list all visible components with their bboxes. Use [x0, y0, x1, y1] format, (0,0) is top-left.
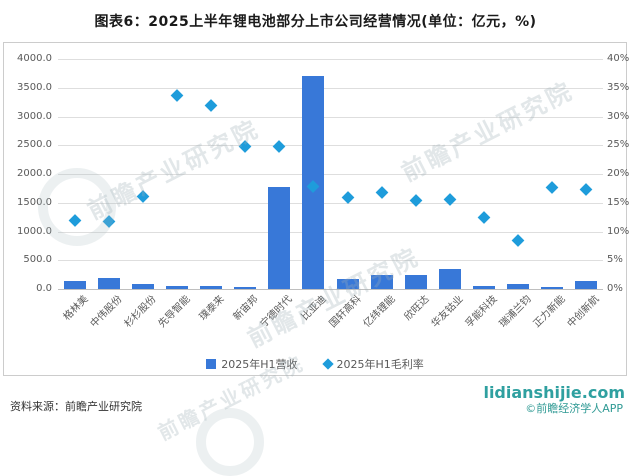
category-column: 比亚迪: [296, 59, 330, 323]
revenue-bar: [574, 281, 597, 289]
category-label: 瑞浦兰钧: [497, 293, 534, 330]
margin-point: [204, 99, 218, 112]
category-label: 杉杉股份: [122, 293, 159, 330]
revenue-bar: [506, 284, 529, 289]
gridline: [58, 289, 603, 290]
revenue-bar: [234, 287, 257, 289]
left-axis-tick: 3000.0: [17, 110, 52, 122]
category-column: 亿纬锂能: [361, 59, 399, 330]
category-label: 华友钴业: [429, 293, 466, 330]
margin-point: [511, 234, 525, 248]
category-label: 国轩高科: [327, 293, 364, 330]
category-column: 先导智能: [157, 59, 194, 330]
revenue-bar: [200, 286, 223, 289]
category-column: 格林美: [58, 59, 92, 323]
category-label: 亿纬锂能: [361, 293, 398, 330]
margin-point: [477, 210, 491, 224]
revenue-bar: [404, 275, 427, 289]
plot-area: 格林美 中伟股份 杉杉股份 先导智能 璞泰来 新宙邦 宁德时代 比亚迪 国轩高科 亿纬锂能 欣旺达华…: [58, 59, 603, 330]
category-column: 国轩高科: [327, 59, 365, 330]
margin-point: [579, 183, 593, 196]
right-axis-tick: 35%: [607, 81, 630, 93]
watermark-globe-icon: [196, 408, 264, 476]
left-axis-tick: 2500.0: [17, 139, 52, 151]
category-label: 孚能科技: [463, 293, 500, 330]
gridline: [58, 231, 603, 233]
revenue-bar: [166, 286, 189, 289]
legend-item-revenue: 2025年H1营收: [206, 356, 298, 372]
category-column: 中伟股份: [89, 59, 126, 330]
margin-point: [375, 186, 388, 199]
revenue-bar: [98, 278, 121, 289]
category-column: 正力新能: [531, 59, 569, 330]
category-column: 新宙邦: [228, 59, 262, 323]
category-column: 欣旺达: [399, 59, 433, 323]
margin-point: [68, 213, 82, 227]
category-column: 杉杉股份: [123, 59, 160, 330]
source-note: 资料来源：前瞻产业研究院: [10, 400, 142, 413]
margin-point: [409, 194, 423, 207]
margin-point: [545, 181, 559, 195]
margin-point: [443, 192, 457, 206]
category-label: 璞泰来: [197, 293, 227, 323]
gridline: [58, 59, 603, 60]
revenue-bar: [336, 279, 359, 289]
site-link[interactable]: lidianshijie.com: [483, 383, 625, 402]
legend-revenue-label: 2025年H1营收: [221, 358, 298, 371]
chart-frame: 4000.0 3500.0 3000.0 2500.0 2000.0 1500.0 1000…: [3, 42, 629, 376]
legend: 2025年H1营收 2025年H1毛利率: [4, 356, 626, 372]
right-axis-tick: 0%: [607, 283, 623, 294]
bar-swatch-icon: [206, 359, 217, 369]
category-column: 宁德时代: [259, 59, 296, 330]
right-axis-tick: 40%: [607, 53, 630, 64]
legend-margin-label: 2025年H1毛利率: [336, 358, 424, 371]
left-axis-tick: 500.0: [23, 254, 52, 266]
left-axis-tick: 1000.0: [17, 225, 52, 237]
gridline: [58, 116, 603, 118]
revenue-bar: [438, 269, 461, 289]
gridline: [58, 87, 603, 89]
margin-point: [341, 191, 354, 204]
right-axis-tick: 10%: [607, 225, 630, 237]
category-column: 璞泰来: [194, 59, 228, 323]
category-label: 宁德时代: [258, 293, 296, 330]
margin-point: [102, 215, 116, 229]
category-label: 中伟股份: [88, 293, 125, 330]
gridline: [58, 145, 603, 147]
left-axis-tick: 3500.0: [17, 81, 52, 93]
diamond-swatch-icon: [321, 358, 334, 370]
left-axis-tick: 4000.0: [17, 53, 52, 64]
right-axis-tick: 30%: [607, 110, 630, 122]
revenue-bar: [370, 275, 393, 289]
revenue-bar: [540, 287, 563, 289]
margin-point: [170, 88, 184, 102]
right-axis-tick: 5%: [607, 254, 623, 266]
category-column: 瑞浦兰钧: [497, 59, 535, 330]
gridline: [58, 202, 603, 204]
category-label: 正力新能: [531, 293, 568, 330]
right-axis-tick: 15%: [607, 196, 630, 208]
margin-point: [238, 140, 252, 153]
category-column: 中创新航: [566, 59, 603, 330]
category-label: 先导智能: [156, 293, 193, 330]
brand-note: ©前瞻经济学人APP: [525, 402, 623, 415]
left-axis-tick: 0.0: [36, 283, 52, 294]
gridline: [58, 260, 603, 262]
left-axis-tick: 2000.0: [17, 168, 52, 179]
margin-point: [136, 190, 150, 203]
category-column: 华友钴业: [429, 59, 467, 330]
margin-point: [273, 140, 286, 153]
category-label: 中创新航: [565, 293, 602, 330]
category-column: 孚能科技: [463, 59, 501, 330]
legend-item-margin: 2025年H1毛利率: [321, 356, 424, 372]
revenue-bar: [268, 187, 291, 289]
right-axis-tick: 25%: [607, 139, 630, 151]
left-axis-tick: 1500.0: [17, 196, 52, 208]
revenue-bar: [64, 281, 87, 289]
revenue-bar: [472, 286, 495, 289]
chart-title: 图表6：2025上半年锂电池部分上市公司经营情况(单位：亿元，%): [94, 14, 537, 30]
right-axis-tick: 20%: [607, 168, 630, 179]
revenue-bar: [132, 284, 155, 289]
gridline: [58, 174, 603, 175]
